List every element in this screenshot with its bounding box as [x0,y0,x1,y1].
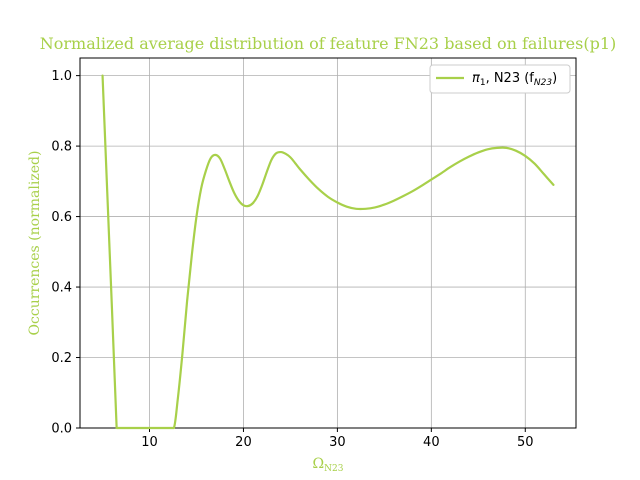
x-axis-label: ΩN23 [313,456,344,474]
x-tick-label: 50 [517,435,534,450]
legend-box [429,64,571,94]
y-axis-ticks: 0.0 0.2 0.4 0.6 0.8 1.0 [51,69,80,437]
grid-lines [80,58,576,429]
x-tick-label: 40 [423,435,440,450]
y-tick-label: 0.2 [51,351,72,366]
x-tick-label: 20 [235,435,252,450]
chart-title: Normalized average distribution of featu… [40,34,616,53]
y-tick-label: 1.0 [51,69,72,84]
y-axis-label: Occurrences (normalized) [27,151,43,336]
x-tick-label: 10 [141,435,158,450]
y-tick-label: 0.4 [51,281,72,296]
legend: π1, N23 (fN23) [429,64,571,94]
y-tick-label: 0.8 [51,140,72,155]
x-axis-ticks: 10 20 30 40 50 [141,428,534,450]
y-tick-label: 0.0 [51,422,72,437]
plot-frame [79,57,577,429]
series-line [101,74,555,430]
x-tick-label: 30 [329,435,346,450]
y-tick-label: 0.6 [51,210,72,225]
legend-label: π1, N23 (fN23) [472,71,557,88]
